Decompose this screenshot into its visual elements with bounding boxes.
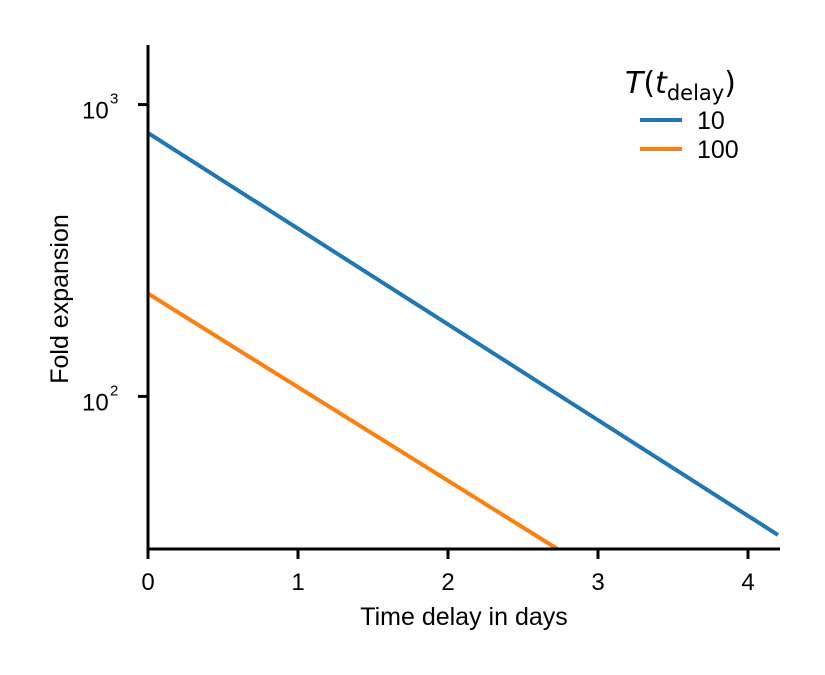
x-tick-label: 2 <box>441 569 454 596</box>
y-tick-label: 10 <box>82 98 109 125</box>
y-tick-exponent: 3 <box>110 91 118 108</box>
legend-label-100: 100 <box>697 136 739 164</box>
legend-title-arg: t <box>655 66 668 101</box>
y-tick-label: 10 <box>82 389 109 416</box>
x-ticks: 0 1 2 3 4 <box>141 549 755 596</box>
legend-title-paren-open: ( <box>643 66 655 101</box>
y-axis-label: Fold expansion <box>46 214 74 384</box>
legend-title: T(tdelay) <box>625 66 736 105</box>
legend-title-var: T <box>625 66 646 101</box>
x-tick-label: 3 <box>591 569 604 596</box>
legend-title-paren-close: ) <box>724 66 736 101</box>
series-layer <box>146 131 780 551</box>
series-line-100 <box>146 291 559 551</box>
x-tick-label: 0 <box>141 569 154 596</box>
legend-title-sub: delay <box>667 81 724 105</box>
y-tick-exponent: 2 <box>110 382 118 399</box>
x-tick-label: 1 <box>291 569 304 596</box>
series-line-10 <box>146 131 780 537</box>
x-tick-label: 4 <box>741 569 754 596</box>
x-axis-label: Time delay in days <box>360 603 568 631</box>
legend-label-10: 10 <box>697 107 725 135</box>
